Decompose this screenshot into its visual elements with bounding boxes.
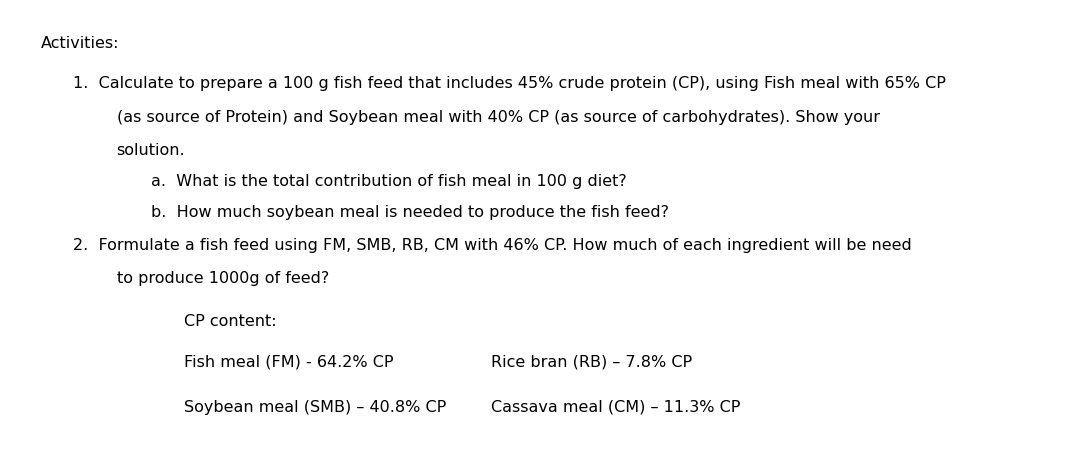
Text: solution.: solution. — [117, 143, 186, 158]
Text: to produce 1000g of feed?: to produce 1000g of feed? — [117, 271, 329, 286]
Text: 1.  Calculate to prepare a 100 g fish feed that includes 45% crude protein (CP),: 1. Calculate to prepare a 100 g fish fee… — [73, 76, 946, 91]
Text: Rice bran (RB) – 7.8% CP: Rice bran (RB) – 7.8% CP — [491, 355, 692, 370]
Text: Activities:: Activities: — [41, 36, 120, 51]
Text: 2.  Formulate a fish feed using FM, SMB, RB, CM with 46% CP. How much of each in: 2. Formulate a fish feed using FM, SMB, … — [73, 238, 913, 253]
Text: (as source of Protein) and Soybean meal with 40% CP (as source of carbohydrates): (as source of Protein) and Soybean meal … — [117, 110, 879, 125]
Text: Cassava meal (CM) – 11.3% CP: Cassava meal (CM) – 11.3% CP — [491, 400, 741, 414]
Text: Soybean meal (SMB) – 40.8% CP: Soybean meal (SMB) – 40.8% CP — [184, 400, 446, 414]
Text: Fish meal (FM) - 64.2% CP: Fish meal (FM) - 64.2% CP — [184, 355, 393, 370]
Text: b.  How much soybean meal is needed to produce the fish feed?: b. How much soybean meal is needed to pr… — [151, 205, 670, 220]
Text: CP content:: CP content: — [184, 314, 276, 329]
Text: a.  What is the total contribution of fish meal in 100 g diet?: a. What is the total contribution of fis… — [151, 174, 627, 189]
